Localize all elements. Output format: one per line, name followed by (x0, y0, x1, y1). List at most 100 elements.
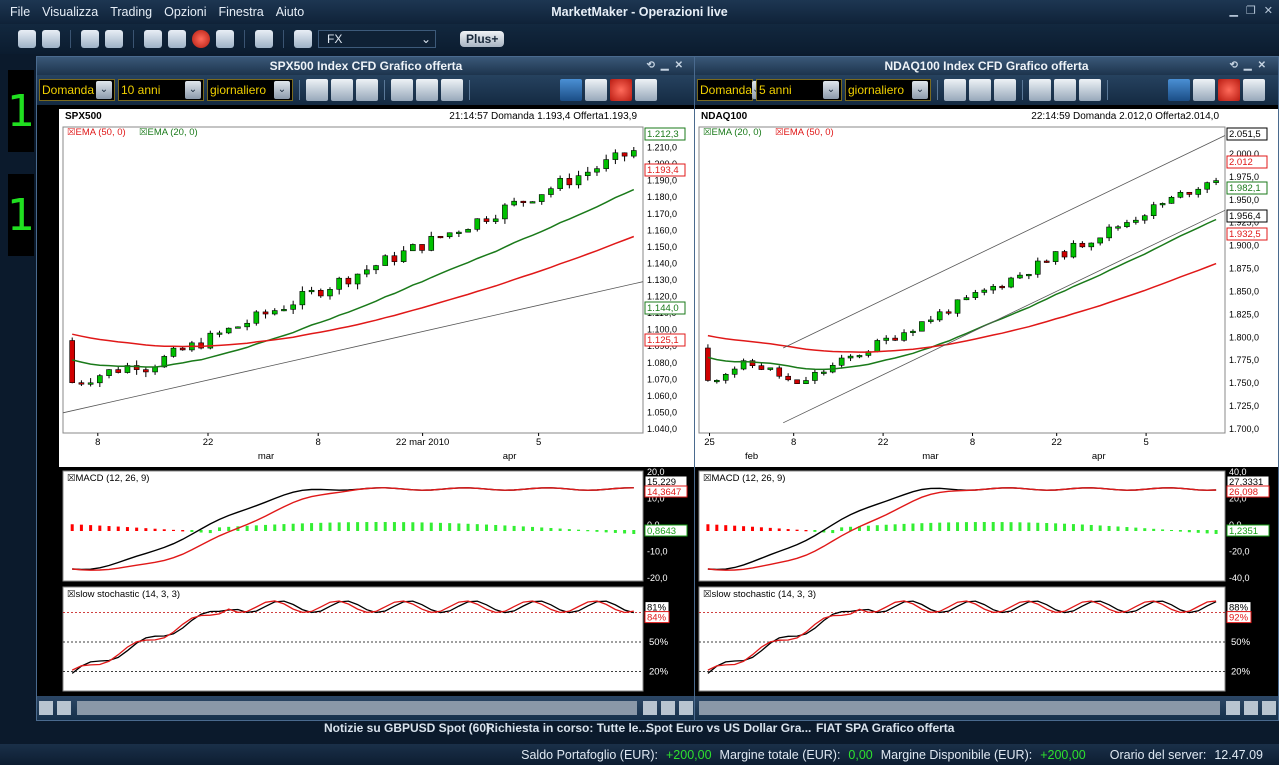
trendline (62, 281, 644, 414)
print-icon[interactable] (42, 30, 60, 48)
y-tick-label: 1.925,0 (1229, 218, 1259, 228)
print-icon[interactable] (391, 79, 413, 101)
ticket-icon[interactable] (1168, 79, 1190, 101)
macd-histogram-bar (199, 530, 203, 533)
alert-icon[interactable] (192, 30, 210, 48)
pin-icon[interactable] (969, 79, 991, 101)
pointer-icon[interactable] (994, 79, 1016, 101)
side-select[interactable]: Domanda⌄ (39, 79, 115, 101)
side-select[interactable]: Domanda⌄ (697, 79, 761, 101)
menu-file[interactable]: File (10, 5, 31, 19)
horizontal-scrollbar[interactable] (695, 696, 1278, 720)
side-select-value: Domanda (42, 83, 95, 97)
macd-histogram-bar (733, 525, 737, 531)
plus-button[interactable]: Plus+ (460, 31, 505, 47)
macd-histogram-bar (264, 524, 268, 531)
news-tab[interactable]: FIAT SPA Grafico offerta (816, 721, 955, 735)
users-icon[interactable] (255, 30, 273, 48)
margin-available-value: +200,00 (1040, 747, 1086, 762)
y-tick-label: 1.180,0 (647, 192, 677, 202)
scroll-track[interactable] (77, 701, 637, 715)
zoom-in-icon[interactable] (679, 701, 693, 715)
alert-icon[interactable] (610, 79, 632, 101)
macd-histogram-bar (1045, 523, 1049, 531)
scroll-left-icon[interactable] (57, 701, 71, 715)
layout-icon[interactable] (18, 30, 36, 48)
macd-histogram-bar (1187, 530, 1191, 533)
y-tick-label: 1.160,0 (647, 225, 677, 235)
zoom-out-icon[interactable] (1244, 701, 1258, 715)
candle-down (621, 152, 628, 157)
chart-canvas[interactable]: NDAQ100 22:14:59 Domanda 2.012,0 Offerta2… (695, 105, 1278, 699)
notes-icon[interactable] (1243, 79, 1265, 101)
grid-icon[interactable] (441, 79, 463, 101)
interval-select[interactable]: giornaliero ⌄ (845, 79, 931, 101)
candle-up (492, 218, 499, 222)
month-label: apr (1092, 451, 1106, 462)
draw-line-icon[interactable] (944, 79, 966, 101)
chart-canvas[interactable]: SPX500 21:14:57 Domanda 1.193,4 Offerta1.… (37, 105, 695, 699)
grid-icon[interactable] (1079, 79, 1101, 101)
stochastic-tick-label: 50% (649, 637, 669, 648)
candle-down (345, 277, 352, 285)
news-tab[interactable]: Richiesta in corso: Tutte le... (486, 721, 649, 735)
macd-histogram-bar (227, 526, 231, 531)
zoom-out-icon[interactable] (661, 701, 675, 715)
x-tick-label: 22 (878, 437, 889, 448)
menu-visualizza[interactable]: Visualizza (42, 5, 99, 19)
globe-icon[interactable] (81, 30, 99, 48)
x-tick-label: 8 (970, 437, 975, 448)
pin-icon[interactable] (331, 79, 353, 101)
period-select[interactable]: 10 anni ⌄ (118, 79, 204, 101)
macd-tick-label: 20,0 (647, 467, 665, 477)
print-icon[interactable] (1029, 79, 1051, 101)
line-chart-icon[interactable] (1193, 79, 1215, 101)
macd-histogram-bar (420, 522, 424, 531)
alert-icon[interactable] (1218, 79, 1240, 101)
ticket-icon[interactable] (560, 79, 582, 101)
zoom-in-icon[interactable] (1262, 701, 1276, 715)
ema-line-50 (72, 235, 635, 348)
margin-available-label: Margine Disponibile (EUR): (880, 747, 1033, 762)
news-tab[interactable]: Notizie su GBPUSD Spot (60) (324, 721, 491, 735)
macd-histogram-bar (328, 522, 332, 531)
macd-histogram-bar (475, 524, 479, 531)
horizontal-scrollbar[interactable] (37, 696, 695, 720)
candle-up (373, 265, 379, 271)
news-tab[interactable]: Spot Euro vs US Dollar Gra... (646, 721, 812, 735)
menu-opzioni[interactable]: Opzioni (164, 5, 207, 19)
grid-icon[interactable] (105, 30, 123, 48)
close-icon[interactable]: ✕ (1263, 5, 1273, 17)
restore-icon[interactable]: ❐ (1245, 5, 1256, 17)
candle-up (972, 292, 979, 298)
menu-finestra[interactable]: Finestra (218, 5, 264, 19)
window-controls: ▁ ❐ ✕ (1229, 4, 1273, 17)
chart-icon[interactable] (168, 30, 186, 48)
candle-up (919, 321, 925, 332)
interval-select[interactable]: giornaliero ⌄ (207, 79, 293, 101)
candle-up (216, 332, 223, 335)
market-select[interactable]: FX ⌄ (318, 30, 436, 48)
toolbar-divider (283, 30, 284, 48)
toolbar-divider (133, 30, 134, 48)
macd-histogram-bar (920, 523, 924, 531)
macd-value: 0,8643 (647, 526, 676, 537)
line-chart-icon[interactable] (585, 79, 607, 101)
menu-aiuto[interactable]: Aiuto (275, 5, 305, 19)
fit-icon[interactable] (39, 701, 53, 715)
scroll-track[interactable] (699, 701, 1220, 715)
calculator-icon[interactable] (294, 30, 312, 48)
scroll-right-icon[interactable] (643, 701, 657, 715)
notes-icon[interactable] (635, 79, 657, 101)
tools-icon[interactable] (216, 30, 234, 48)
scroll-right-icon[interactable] (1226, 701, 1240, 715)
document-icon[interactable] (144, 30, 162, 48)
macd-histogram-bar (125, 527, 129, 531)
menu-trading[interactable]: Trading (110, 5, 153, 19)
minimize-icon[interactable]: ▁ (1229, 5, 1238, 17)
pointer-icon[interactable] (356, 79, 378, 101)
chart-type-icon[interactable] (1054, 79, 1076, 101)
draw-line-icon[interactable] (306, 79, 328, 101)
chart-type-icon[interactable] (416, 79, 438, 101)
period-select[interactable]: 5 anni ⌄ (756, 79, 842, 101)
